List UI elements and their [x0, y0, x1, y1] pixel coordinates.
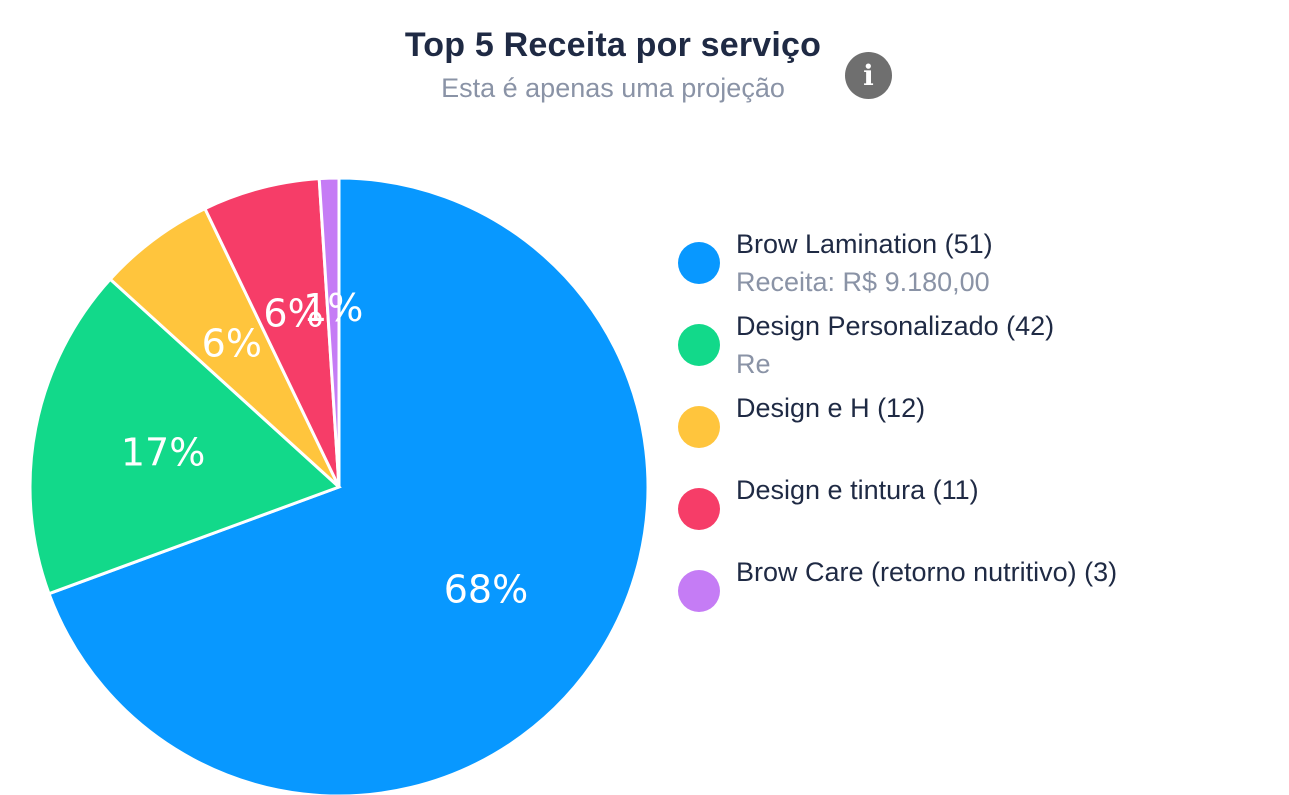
pie-chart: 68%17%6%6%1% [28, 176, 650, 795]
legend-item-design-e-h[interactable]: Design e H (12) [678, 390, 1278, 472]
pie-slice-label-brow-lamination: 68% [444, 568, 528, 612]
legend-service-name: Design e tintura (11) [736, 475, 979, 505]
legend-item-brow-care[interactable]: Brow Care (retorno nutritivo) (3) [678, 554, 1278, 636]
info-icon[interactable]: i [845, 52, 892, 99]
legend-item-design-personalizado[interactable]: Design Personalizado (42) Re [678, 308, 1278, 390]
pie-slice-label-design-e-tintura: 6% [263, 292, 323, 336]
legend-service-name: Design e H (12) [736, 393, 926, 423]
pie-slice-design-e-h[interactable] [108, 206, 341, 489]
legend-dot [678, 242, 720, 284]
legend-dot [678, 488, 720, 530]
legend-service-name: Brow Care (retorno nutritivo) (3) [736, 557, 1118, 587]
pie-slice-brow-lamination[interactable] [47, 176, 650, 795]
legend-revenue: Re [736, 349, 771, 379]
chart-subtitle: Esta é apenas uma projeção [441, 73, 785, 103]
pie-slice-label-brow-care: 1% [303, 286, 363, 330]
chart-header: Top 5 Receita por serviço Esta é apenas … [0, 26, 1226, 104]
legend-dot [678, 570, 720, 612]
legend-service-name: Design Personalizado (42) [736, 311, 1055, 341]
pie-slice-design-e-tintura[interactable] [202, 177, 341, 488]
legend-item-design-e-tintura[interactable]: Design e tintura (11) [678, 472, 1278, 554]
legend-item-brow-lamination[interactable]: Brow Lamination (51) Receita: R$ 9.180,0… [678, 226, 1278, 308]
pie-slice-label-design-e-h: 6% [202, 321, 262, 365]
pie-slice-label-design-personalizado: 17% [121, 431, 205, 475]
legend: Brow Lamination (51) Receita: R$ 9.180,0… [678, 226, 1278, 636]
chart-title: Top 5 Receita por serviço [404, 26, 822, 64]
legend-revenue: Receita: R$ 9.180,00 [736, 267, 990, 297]
legend-dot [678, 324, 720, 366]
pie-slice-design-personalizado[interactable] [28, 277, 342, 596]
pie-slice-brow-care[interactable] [317, 176, 341, 488]
legend-service-name: Brow Lamination (51) [736, 229, 993, 259]
legend-dot [678, 406, 720, 448]
